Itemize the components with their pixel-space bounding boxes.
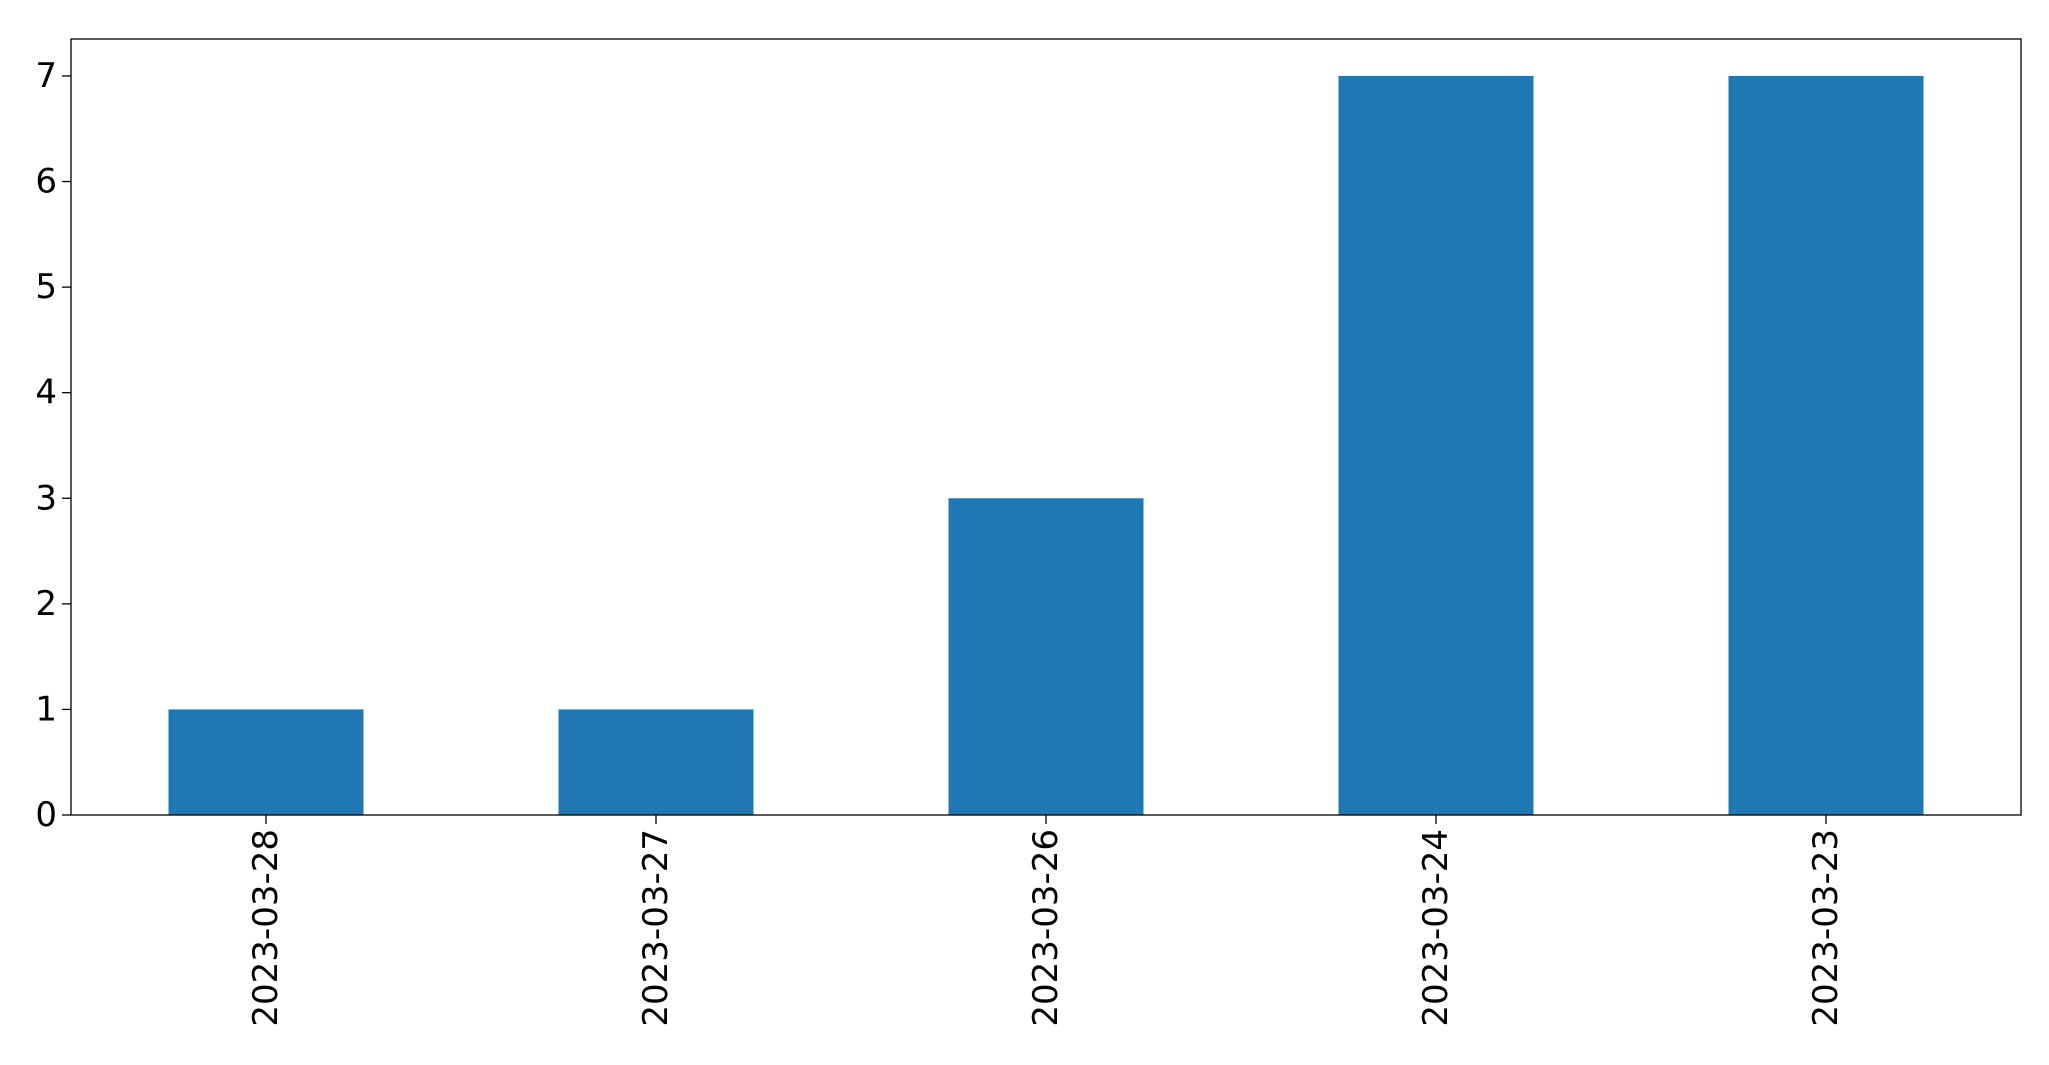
bar-2023-03-26: [948, 498, 1144, 815]
y-tick-label: 4: [35, 373, 57, 413]
x-tick-label: 2023-03-23: [1806, 829, 1846, 1027]
y-tick-label: 6: [35, 162, 57, 202]
y-tick-label: 1: [35, 689, 57, 729]
y-tick-label: 3: [35, 478, 57, 518]
bar-2023-03-24: [1338, 75, 1534, 815]
bar-2023-03-28: [168, 709, 364, 815]
x-tick-label: 2023-03-26: [1026, 829, 1066, 1027]
bar-2023-03-23: [1728, 75, 1924, 815]
x-tick-label: 2023-03-27: [636, 829, 676, 1027]
x-axis: 2023-03-28 2023-03-27 2023-03-26 2023-03-24…: [246, 815, 1846, 1027]
bars-layer: [168, 75, 1924, 815]
y-tick-label: 2: [35, 584, 57, 624]
plot-frame: [70, 38, 2022, 816]
y-tick-label: 0: [35, 795, 57, 835]
x-tick-label: 2023-03-24: [1416, 829, 1456, 1027]
y-axis: 0 1 2 3 4 5 6 7: [35, 56, 71, 835]
y-tick-label: 5: [35, 267, 57, 307]
x-tick-label: 2023-03-28: [246, 829, 286, 1027]
bar-2023-03-27: [558, 709, 754, 815]
y-tick-label: 7: [35, 56, 57, 96]
